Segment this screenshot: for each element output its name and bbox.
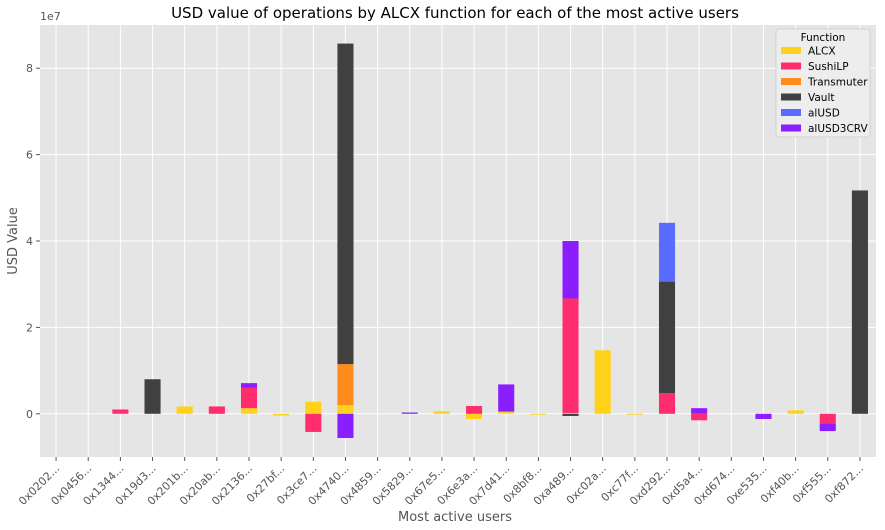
chart-title: USD value of operations by ALCX function… bbox=[171, 4, 739, 22]
bar-alcx-0xa489 bbox=[562, 412, 579, 414]
bar-vault-0xd292 bbox=[658, 281, 676, 394]
bar-alcx-0x4740 bbox=[337, 405, 354, 414]
bar-alusd3crv-0x5829 bbox=[401, 412, 418, 414]
bar-sushilp-0xd5a4 bbox=[691, 413, 708, 421]
legend-swatch-vault bbox=[781, 93, 801, 101]
bar-alcx-0x6e3a bbox=[466, 413, 483, 419]
x-axis-ticks: 0x0202...0x0456...0x1344...0x19d3...0x20… bbox=[16, 457, 866, 508]
y-tick-label: 6 bbox=[26, 149, 33, 162]
bar-transmuter-0x4740 bbox=[337, 364, 354, 406]
legend-label-transmuter: Transmuter bbox=[807, 77, 868, 89]
bar-alcx-0x27bf bbox=[273, 413, 290, 416]
legend-swatch-transmuter bbox=[781, 78, 801, 85]
legend-swatch-alusd bbox=[781, 109, 801, 116]
bar-alcx-0xc02a bbox=[594, 350, 611, 414]
bar-alcx-0xc77f bbox=[626, 413, 643, 415]
bar-alusd3crv-0xd5a4 bbox=[691, 408, 708, 414]
legend-label-alusd: alUSD bbox=[808, 108, 840, 120]
y-axis-label: USD Value bbox=[6, 207, 21, 275]
legend-items: ALCX SushiLP Transmuter Vault alUSD alUSD3CRV bbox=[781, 46, 869, 135]
bar-sushilp-0x6e3a bbox=[466, 406, 483, 414]
bar-vault-0xf872 bbox=[851, 190, 868, 414]
legend-label-sushilp: SushiLP bbox=[808, 61, 849, 73]
bar-alusd3crv-0x7d41 bbox=[498, 384, 515, 412]
legend-swatch-alcx bbox=[781, 47, 801, 54]
bar-alusd3crv-0x2136 bbox=[240, 383, 258, 388]
bar-alcx-0x3ce7 bbox=[305, 401, 322, 414]
bar-sushilp-0x1344 bbox=[112, 409, 129, 414]
bar-alcx-0x67e5 bbox=[433, 411, 450, 414]
bars bbox=[112, 43, 868, 438]
legend-swatch-alusd3crv bbox=[781, 124, 801, 132]
y-tick-label: 0 bbox=[26, 408, 33, 421]
bar-vault-0x4740 bbox=[337, 43, 354, 365]
bar-alcx-0x7d41 bbox=[498, 411, 515, 414]
bar-sushilp-0x20ab bbox=[208, 406, 225, 414]
bar-alcx-0x201b bbox=[176, 406, 193, 414]
bar-alcx-0x8bf8 bbox=[530, 413, 547, 415]
bar-sushilp-0xd292 bbox=[658, 393, 676, 414]
legend-title: Function bbox=[801, 32, 846, 44]
y-tick-label: 4 bbox=[26, 235, 33, 248]
bar-alusd3crv-0xf555 bbox=[819, 423, 836, 432]
bar-alcx-0xf40b bbox=[787, 410, 804, 414]
x-axis-label: Most active users bbox=[398, 510, 512, 525]
legend: Function ALCX SushiLP Transmuter Vault alUSD… bbox=[775, 28, 871, 138]
legend-label-alusd3crv: alUSD3CRV bbox=[808, 123, 869, 135]
bar-sushilp-0x3ce7 bbox=[305, 413, 322, 432]
bar-sushilp-0xf555 bbox=[819, 413, 836, 424]
legend-label-vault: Vault bbox=[808, 92, 835, 104]
y-offset-text: 1e7 bbox=[40, 10, 61, 23]
bar-alcx-0x2136 bbox=[240, 408, 258, 414]
y-tick-label: 2 bbox=[26, 321, 33, 334]
bar-alusd3crv-0xe535 bbox=[755, 413, 772, 419]
bar-sushilp-0x2136 bbox=[240, 387, 258, 409]
legend-label-alcx: ALCX bbox=[808, 46, 836, 58]
legend-swatch-sushilp bbox=[781, 62, 801, 70]
bar-vault-0xa489 bbox=[562, 413, 579, 416]
bar-alusd3crv-0x4740 bbox=[337, 413, 354, 438]
bar-vault-0x19d3 bbox=[144, 379, 161, 414]
bar-sushilp-0xa489 bbox=[562, 298, 579, 413]
bar-alusd-0xd292 bbox=[658, 222, 676, 282]
y-axis-ticks: 0 2 4 6 8 bbox=[26, 62, 40, 421]
bar-alusd3crv-0xa489 bbox=[562, 241, 579, 299]
y-tick-label: 8 bbox=[26, 62, 33, 75]
